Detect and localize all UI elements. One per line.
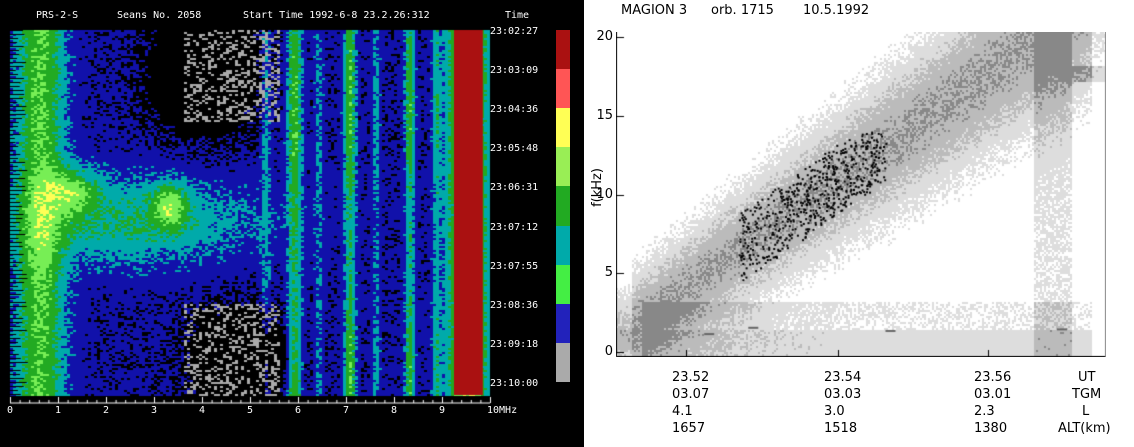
colorbar-segment [556,30,570,70]
time-tick-label: 23:04:36 [490,104,539,116]
left-spectrogram-panel: PRS-2-S Seans No. 2058 Start Time 1992-6… [0,0,584,447]
time-tick-label: 23:02:27 [490,26,539,37]
satellite-label: MAGION 3 [621,3,688,18]
frequency-tick-label: 5 [247,405,254,416]
orbit-param-row-label: ALT(km) [1058,421,1111,436]
orbit-param-ut: 23.56 [974,370,1012,385]
colorbar [556,30,570,382]
orbit-param-l: 4.1 [672,404,693,419]
y-tick-label: 5 [604,265,613,281]
y-tick-label: 15 [596,107,613,123]
frequency-tick-label: 4 [199,405,206,416]
orbit-param-row-label: UT [1078,370,1096,385]
frequency-tick-label: 3 [151,405,158,416]
frequency-tick-label: 10MHz [487,405,518,416]
colorbar-segment [556,225,570,265]
orbit-param-ut: 23.52 [672,370,710,385]
time-tick-label: 23:07:12 [490,221,539,233]
y-tick-label: 0 [604,344,613,359]
time-tick-label: 23:05:48 [490,143,539,155]
colorbar-segment [556,303,570,343]
time-tick-label: 23:10:00 [490,377,539,389]
colorbar-segment [556,186,570,226]
colorbar-segment [556,147,570,187]
colorbar-segment [556,69,570,109]
time-tick-label: 23:03:09 [490,65,539,77]
frequency-tick-label: 2 [103,405,110,416]
frequency-tick-label: 6 [295,405,302,416]
date-label: 10.5.1992 [803,3,870,18]
instrument-label: PRS-2-S [36,10,79,21]
frequency-tick-label: 8 [391,405,398,416]
time-tick-label: 23:09:18 [490,338,539,350]
orbit-param-alt: 1518 [824,421,858,436]
colorbar-segment [556,108,570,148]
orbit-param-ut: 23.54 [824,370,862,385]
orbit-param-tgm: 03.03 [824,387,862,402]
orbit-param-tgm: 03.07 [672,387,710,402]
right-chart-title: MAGION 3 orb. 1715 10.5.1992 [584,0,1134,24]
orbit-param-alt: 1380 [974,421,1008,436]
colorbar-segment [556,264,570,304]
time-tick-label: 23:08:36 [490,299,539,311]
frequency-tick-label: 9 [439,405,446,416]
time-column-label: Time [505,10,530,21]
session-label: Seans No. 2058 [117,10,202,21]
orbit-label: orb. 1715 [711,3,774,18]
orbit-param-row-label: L [1082,404,1090,419]
left-spectrogram-canvas [0,0,584,447]
left-chart-header: PRS-2-S Seans No. 2058 Start Time 1992-6… [0,0,584,26]
right-spectrogram-panel: MAGION 3 orb. 1715 10.5.1992 f(kHz) 0 5 10… [584,0,1134,447]
frequency-axis: 0 1 2 3 4 5 6 7 8 9 10MHz [0,395,584,425]
right-spectrogram-canvas [616,32,1106,357]
orbit-param-l: 2.3 [974,404,995,419]
time-tick-label: 23:07:55 [490,260,539,272]
start-time-label: Start Time 1992-6-8 23.2.26:312 [243,10,430,21]
colorbar-segment [556,342,570,382]
orbit-param-tgm: 03.01 [974,387,1012,402]
frequency-tick-label: 7 [343,405,350,416]
frequency-tick-label: 0 [7,405,14,416]
y-tick-label: 10 [596,186,613,202]
time-tick-label: 23:06:31 [490,182,539,194]
orbit-param-alt: 1657 [672,421,706,436]
orbit-param-l: 3.0 [824,404,845,419]
frequency-tick-label: 1 [55,405,62,416]
orbit-param-row-label: TGM [1072,387,1102,402]
y-tick-label: 20 [596,29,613,44]
